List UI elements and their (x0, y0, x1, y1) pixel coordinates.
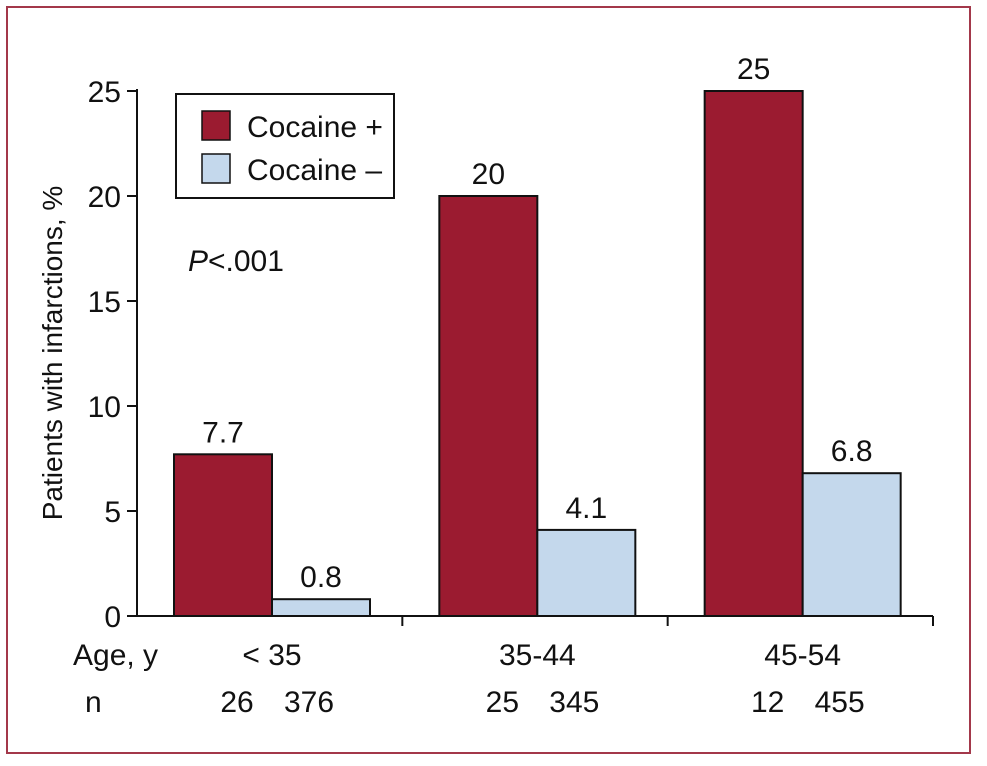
bar (536, 528, 637, 618)
category-row: Age, y n (73, 639, 158, 719)
y-tick-label: 10 (88, 391, 121, 424)
n-value-cocaine-plus: 12 (751, 686, 784, 719)
bar (271, 598, 371, 618)
age-row-label: Age, y (73, 639, 158, 672)
legend-swatch-cocaine-minus (201, 153, 231, 184)
category-label: < 35 (242, 639, 301, 672)
p-value-italic: P (188, 245, 208, 278)
p-value-rest: <.001 (208, 245, 284, 278)
y-tick-label: 25 (88, 76, 121, 109)
legend-label-cocaine-plus: Cocaine + (247, 111, 383, 144)
n-value-cocaine-minus: 455 (815, 686, 865, 719)
data-labels: 7.7 0.8 20 4.1 25 6.8 (202, 53, 872, 594)
y-tick-label: 5 (104, 496, 121, 529)
legend: Cocaine + Cocaine – (175, 93, 395, 199)
category-label: 35-44 (499, 639, 576, 672)
n-value-cocaine-plus: 26 (220, 686, 253, 719)
p-value-annotation: P<.001 (188, 245, 284, 278)
bar (173, 453, 273, 617)
category-labels: < 35 26 376 35-44 25 345 45-54 12 455 (220, 639, 864, 719)
category-label: 45-54 (764, 639, 841, 672)
legend-swatch-cocaine-plus (201, 110, 231, 141)
bar-value-label: 7.7 (202, 416, 244, 449)
bar-value-label: 20 (472, 158, 505, 191)
n-value-cocaine-minus: 376 (284, 686, 334, 719)
bar-value-label: 25 (737, 53, 770, 86)
bars (173, 90, 902, 618)
bar (801, 472, 902, 618)
y-tick-label: 0 (104, 601, 121, 634)
y-tick-label: 15 (88, 286, 121, 319)
n-value-cocaine-plus: 25 (486, 686, 519, 719)
legend-label-cocaine-minus: Cocaine – (247, 154, 382, 187)
y-axis-title: Patients with infarctions, % (37, 186, 68, 521)
bar (703, 90, 804, 617)
n-value-cocaine-minus: 345 (549, 686, 599, 719)
bar-value-label: 0.8 (300, 561, 342, 594)
bar (438, 195, 539, 617)
y-tick-label: 20 (88, 181, 121, 214)
bar-value-label: 6.8 (831, 435, 873, 468)
bar-value-label: 4.1 (565, 492, 607, 525)
n-row-label: n (85, 686, 102, 719)
